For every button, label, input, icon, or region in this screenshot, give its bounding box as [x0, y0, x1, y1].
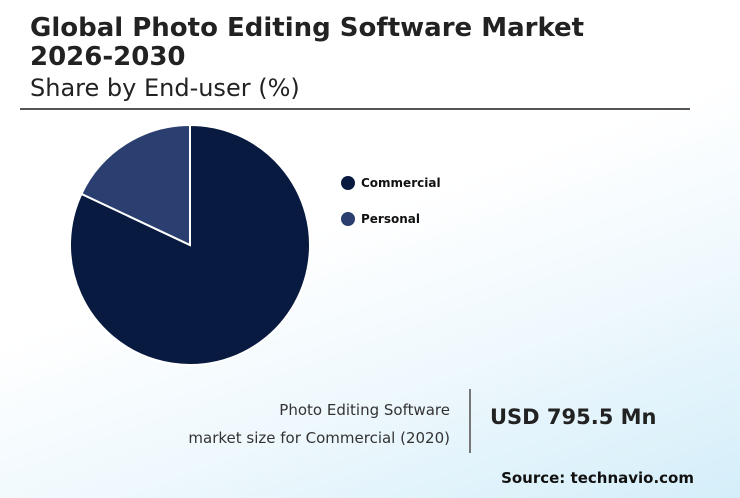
pie-chart [69, 123, 311, 366]
stat-caption-line1: Photo Editing Software [279, 401, 450, 419]
stat-divider [469, 389, 471, 453]
legend-item-personal: Personal [341, 208, 441, 230]
chart-title: Global Photo Editing Software Market 202… [30, 13, 585, 72]
title-divider [20, 108, 690, 110]
legend-swatch-commercial [341, 176, 355, 190]
pie-slice-personal [80, 123, 191, 247]
source-credit: Source: technavio.com [501, 469, 694, 487]
legend: Commercial Personal [341, 172, 441, 244]
stat-value: USD 795.5 Mn [490, 405, 657, 429]
legend-label-personal: Personal [361, 212, 420, 226]
chart-subtitle: Share by End-user (%) [30, 74, 300, 102]
stat-caption: Photo Editing Software market size for C… [120, 396, 450, 452]
pie-slice-commercial [69, 123, 311, 366]
stat-caption-line2: market size for Commercial (2020) [188, 429, 450, 447]
legend-item-commercial: Commercial [341, 172, 441, 194]
legend-label-commercial: Commercial [361, 176, 441, 190]
legend-swatch-personal [341, 212, 355, 226]
